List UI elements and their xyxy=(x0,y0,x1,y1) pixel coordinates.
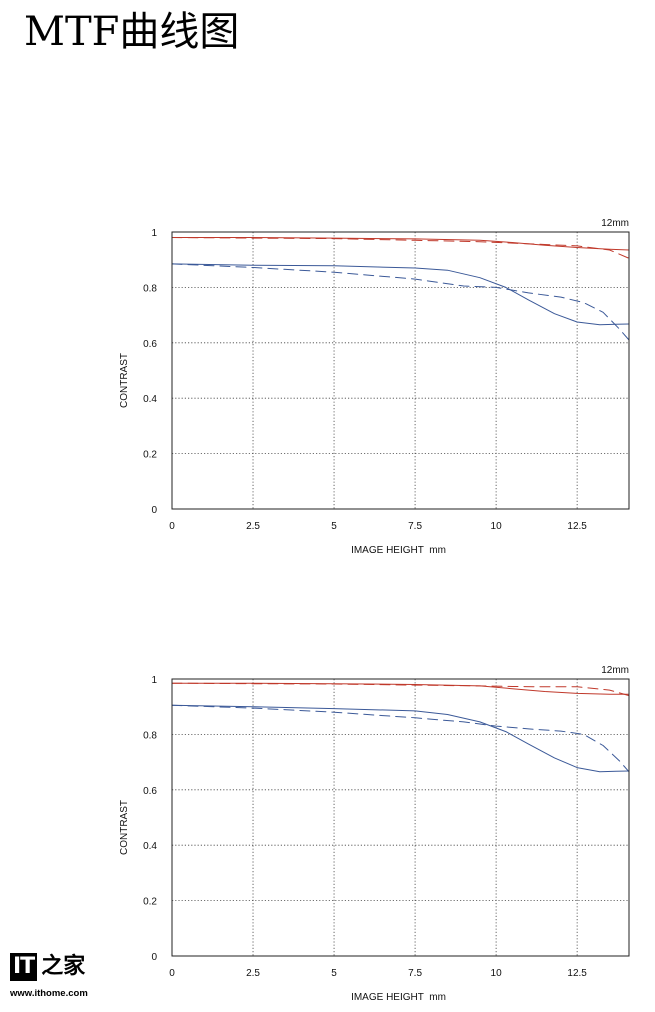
x-tick-label: 7.5 xyxy=(408,968,422,979)
ithome-logo: IT 之家 xyxy=(10,952,105,982)
y-tick-label: 0 xyxy=(151,505,157,516)
series-line-2-dashed xyxy=(171,237,630,259)
ithome-logo-it: IT xyxy=(10,953,38,981)
series-line-2-dashed xyxy=(171,682,630,697)
y-tick-label: 0.8 xyxy=(143,283,157,294)
series-group xyxy=(171,237,630,341)
series-line-4-dashed xyxy=(171,263,630,341)
y-tick-labels: 0 0.2 0.4 0.6 0.8 1 xyxy=(143,228,157,516)
x-tick-labels: 0 2.5 5 7.5 10 12.5 xyxy=(169,968,587,979)
y-tick-label: 0.2 xyxy=(143,897,157,908)
y-tick-label: 0.8 xyxy=(143,730,157,741)
x-tick-label: 0 xyxy=(169,521,175,532)
ithome-watermark: IT 之家 www.ithome.com xyxy=(10,952,105,1004)
y-tick-label: 0.6 xyxy=(143,786,157,797)
y-tick-label: 0.4 xyxy=(143,841,157,852)
x-tick-labels: 0 2.5 5 7.5 10 12.5 xyxy=(169,521,587,532)
focal-length-label: 12mm xyxy=(601,218,629,229)
page-title: MTF曲线图 xyxy=(24,9,240,55)
x-tick-label: 5 xyxy=(331,521,337,532)
y-tick-label: 0.2 xyxy=(143,450,157,461)
x-tick-label: 10 xyxy=(491,968,503,979)
y-tick-label: 0.4 xyxy=(143,394,157,405)
x-tick-label: 12.5 xyxy=(567,521,587,532)
plot-frame xyxy=(171,231,630,510)
mtf-chart-2: 0 2.5 5 7.5 10 12.5 0 0.2 0.4 0.6 0.8 1 IMAGE HEIGHT… xyxy=(119,665,630,1003)
x-tick-label: 12.5 xyxy=(567,968,587,979)
y-axis-title: CONTRAST xyxy=(119,353,130,408)
y-tick-label: 1 xyxy=(151,675,157,686)
x-tick-label: 7.5 xyxy=(408,521,422,532)
series-line-1-solid xyxy=(171,237,630,251)
x-tick-label: 5 xyxy=(331,968,337,979)
y-tick-label: 0 xyxy=(151,952,157,963)
series-line-3-solid xyxy=(171,263,630,326)
y-tick-labels: 0 0.2 0.4 0.6 0.8 1 xyxy=(143,675,157,963)
series-group xyxy=(171,682,630,773)
plot-frame xyxy=(171,678,630,957)
y-tick-label: 0.6 xyxy=(143,339,157,350)
grid xyxy=(172,679,629,956)
ithome-logo-home: 之家 xyxy=(41,954,86,979)
x-tick-label: 2.5 xyxy=(246,968,260,979)
y-tick-label: 1 xyxy=(151,228,157,239)
x-axis-title: IMAGE HEIGHT mm xyxy=(351,992,446,1003)
x-axis-title: IMAGE HEIGHT mm xyxy=(351,545,446,556)
grid xyxy=(172,232,629,509)
ithome-url: www.ithome.com xyxy=(10,988,88,999)
series-line-4-dashed xyxy=(171,704,630,773)
x-tick-label: 10 xyxy=(491,521,503,532)
focal-length-label: 12mm xyxy=(601,665,629,676)
x-tick-label: 0 xyxy=(169,968,175,979)
x-tick-label: 2.5 xyxy=(246,521,260,532)
mtf-chart-1: 0 2.5 5 7.5 10 12.5 0 0.2 0.4 0.6 0.8 1 IMAGE HEIGHT… xyxy=(119,218,630,556)
y-axis-title: CONTRAST xyxy=(119,800,130,855)
series-line-3-solid xyxy=(171,704,630,773)
